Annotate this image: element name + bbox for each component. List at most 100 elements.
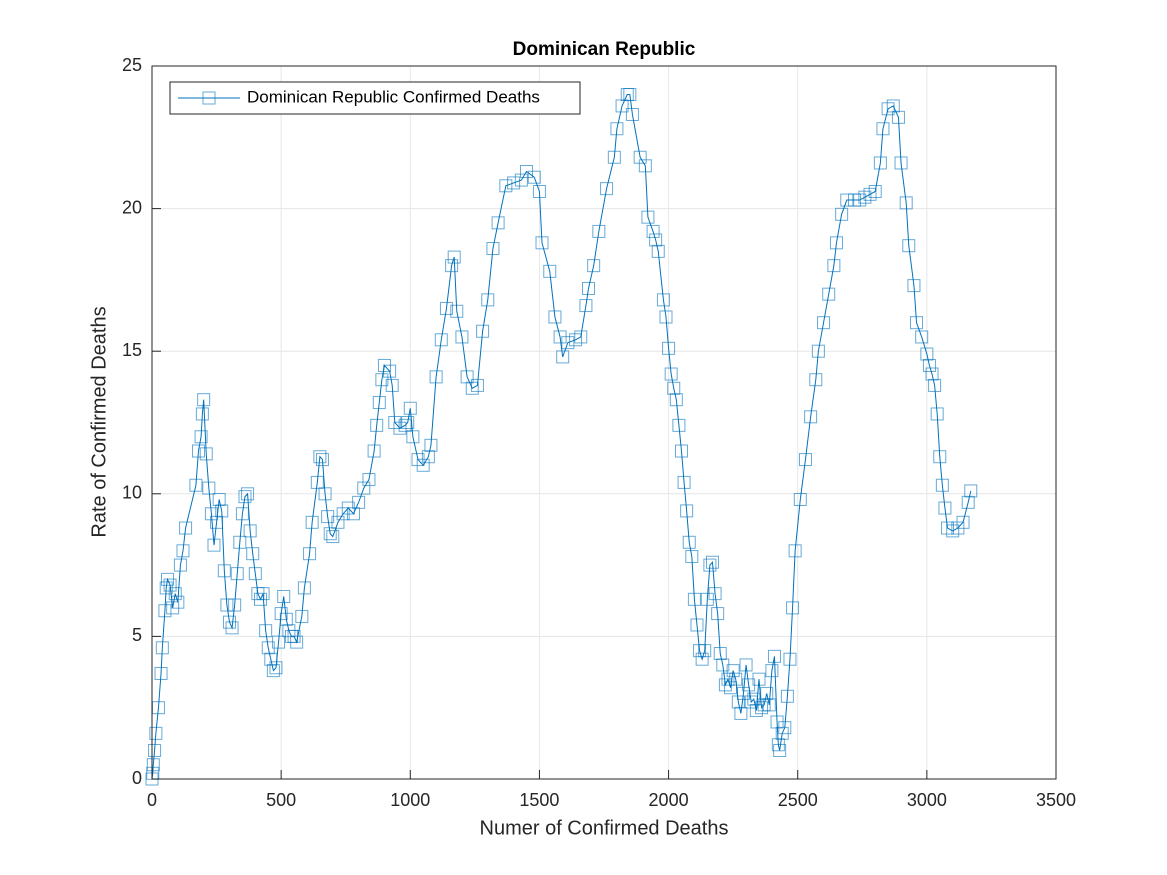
marker: [907, 279, 921, 293]
marker: [326, 530, 340, 544]
marker: [829, 236, 843, 250]
legend-label: Dominican Republic Confirmed Deaths: [247, 87, 540, 106]
marker: [543, 264, 557, 278]
marker: [731, 695, 745, 709]
marker: [256, 587, 270, 601]
marker: [269, 661, 283, 675]
marker: [323, 527, 337, 541]
marker: [401, 416, 415, 429]
marker: [964, 484, 978, 498]
marker: [638, 159, 652, 173]
marker: [189, 478, 203, 492]
marker: [713, 647, 727, 661]
marker: [646, 224, 660, 238]
marker: [195, 407, 209, 421]
marker: [928, 378, 942, 392]
marker: [149, 726, 163, 740]
y-tick-label: 0: [132, 768, 142, 788]
marker: [623, 88, 637, 102]
y-tick-label: 20: [122, 197, 142, 217]
marker: [780, 689, 794, 703]
marker: [788, 544, 802, 558]
marker: [416, 458, 430, 472]
marker: [659, 310, 673, 324]
marker: [217, 564, 231, 578]
marker: [450, 304, 464, 318]
marker: [535, 236, 549, 250]
marker: [587, 259, 601, 273]
marker: [894, 156, 908, 170]
marker: [527, 170, 541, 184]
marker: [690, 618, 704, 632]
marker: [938, 501, 952, 515]
marker: [721, 672, 735, 686]
marker: [729, 672, 743, 686]
marker: [956, 515, 970, 529]
marker: [873, 156, 887, 170]
marker: [290, 635, 304, 649]
marker: [739, 658, 753, 672]
marker: [946, 524, 960, 538]
marker: [685, 550, 699, 564]
marker: [352, 495, 366, 509]
marker: [726, 664, 740, 678]
marker: [548, 310, 562, 324]
marker: [868, 184, 882, 198]
marker: [827, 259, 841, 273]
marker: [225, 621, 239, 635]
marker: [362, 473, 376, 487]
marker: [876, 122, 890, 136]
marker: [470, 378, 484, 392]
y-tick-label: 15: [122, 340, 142, 360]
marker: [674, 444, 688, 458]
marker: [915, 330, 929, 344]
marker: [233, 535, 247, 549]
marker: [920, 347, 934, 361]
x-tick-label: 2500: [778, 790, 818, 810]
marker: [155, 641, 169, 655]
marker: [656, 293, 670, 307]
marker: [346, 507, 360, 521]
marker: [424, 438, 438, 452]
marker: [798, 453, 812, 467]
marker: [455, 330, 469, 344]
marker: [403, 401, 417, 415]
series-line: [151, 94, 972, 780]
y-tick-label: 5: [132, 625, 142, 645]
marker: [835, 207, 849, 221]
marker: [168, 587, 182, 601]
marker: [760, 686, 774, 700]
marker: [840, 193, 854, 207]
marker: [507, 176, 521, 190]
marker: [778, 721, 792, 735]
legend-marker: [202, 91, 216, 105]
marker: [773, 743, 787, 757]
marker: [649, 233, 663, 247]
marker: [607, 150, 621, 164]
marker: [680, 504, 694, 518]
marker: [243, 524, 257, 538]
marker: [439, 301, 453, 315]
marker: [811, 344, 825, 358]
marker: [499, 179, 513, 193]
marker: [651, 244, 665, 258]
marker: [191, 444, 205, 458]
marker: [703, 558, 717, 572]
marker: [491, 216, 505, 230]
x-tick-label: 1000: [390, 790, 430, 810]
marker: [734, 706, 748, 720]
marker: [445, 259, 459, 273]
marker: [793, 493, 807, 507]
marker: [925, 367, 939, 381]
marker: [698, 644, 712, 658]
marker: [752, 672, 766, 686]
legend: Dominican Republic Confirmed Deaths: [169, 81, 581, 115]
x-tick-label: 2000: [649, 790, 689, 810]
marker: [930, 407, 944, 421]
marker: [220, 598, 234, 612]
marker: [315, 453, 329, 467]
marker: [215, 504, 229, 518]
marker: [881, 102, 895, 116]
